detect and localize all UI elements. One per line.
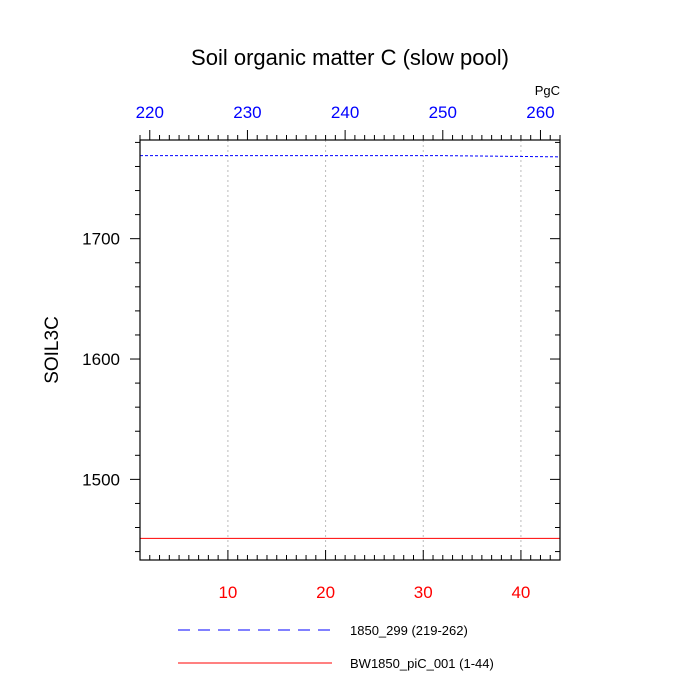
series-layer bbox=[140, 155, 561, 539]
y-axis-label: SOIL3C bbox=[42, 316, 63, 384]
x-bottom-tick-label: 10 bbox=[218, 583, 237, 602]
axes: 10 20 30 40 220 230 240 250 260 1500 1600 1700 bbox=[82, 103, 561, 602]
legend-label-1: 1850_299 (219-262) bbox=[350, 623, 468, 638]
y-tick-label: 1700 bbox=[82, 230, 120, 249]
x-top-tick-label: 220 bbox=[136, 103, 164, 122]
chart-title: Soil organic matter C (slow pool) bbox=[191, 45, 509, 70]
units-label: PgC bbox=[535, 83, 560, 98]
y-tick-label: 1500 bbox=[82, 470, 120, 489]
grid-lines bbox=[227, 140, 522, 560]
x-top-tick-label: 260 bbox=[526, 103, 554, 122]
x-top-tick-label: 250 bbox=[429, 103, 457, 122]
plot-frame bbox=[139, 139, 561, 561]
legend-label-2: BW1850_piC_001 (1-44) bbox=[350, 656, 494, 671]
x-bottom-tick-label: 30 bbox=[414, 583, 433, 602]
legend: 1850_299 (219-262) BW1850_piC_001 (1-44) bbox=[178, 623, 494, 671]
y-tick-label: 1600 bbox=[82, 350, 120, 369]
x-top-tick-label: 240 bbox=[331, 103, 359, 122]
series-line-1 bbox=[140, 155, 561, 158]
x-bottom-tick-label: 40 bbox=[511, 583, 530, 602]
x-bottom-tick-label: 20 bbox=[316, 583, 335, 602]
x-top-tick-label: 230 bbox=[233, 103, 261, 122]
